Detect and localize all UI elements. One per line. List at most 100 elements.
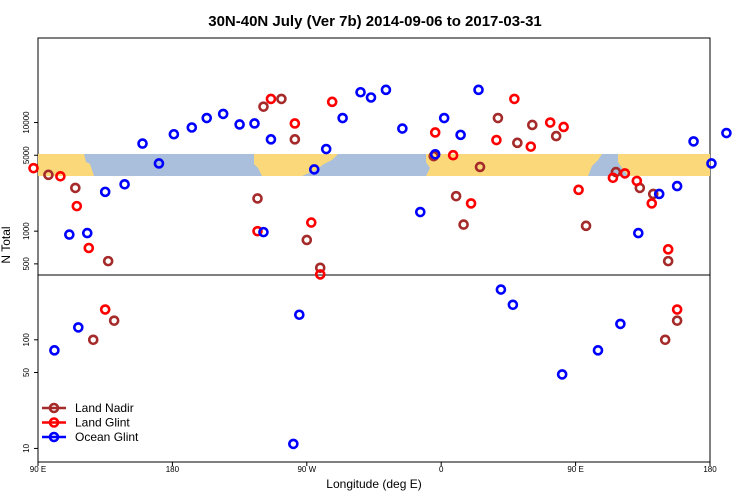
- ocean-glint-point: [249, 118, 260, 129]
- land-glint-point: [509, 93, 520, 105]
- data-points: [28, 84, 732, 450]
- land-glint-point: [646, 198, 658, 209]
- ocean-glint-point: [294, 309, 305, 321]
- land-nadir-point: [526, 119, 538, 131]
- legend-marker-ocean-glint: [48, 431, 60, 443]
- land-glint-point: [314, 269, 326, 280]
- legend-label-land-glint: Land Glint: [75, 416, 130, 430]
- land-nadir-point: [450, 190, 462, 202]
- land-glint-point: [252, 225, 263, 237]
- land-nadir-point: [87, 334, 99, 346]
- y-axis-label: N Total: [0, 226, 13, 263]
- y-axis: 10 50 100 500 1000 5000 10000: [22, 111, 38, 453]
- land-glint-point: [55, 170, 66, 182]
- plot-frame: [37, 37, 711, 463]
- ocean-glint-point: [438, 112, 450, 124]
- land-nadir-point: [43, 169, 54, 181]
- ocean-glint-point: [414, 206, 426, 218]
- land-glint-point: [662, 244, 674, 255]
- legend-marker-land-nadir: [48, 402, 60, 414]
- ocean-glint-point: [380, 84, 392, 96]
- ocean-glint-point: [265, 134, 277, 145]
- ocean-glint-point: [633, 227, 644, 239]
- ocean-glint-point: [429, 148, 441, 160]
- y-tick-label: 5000: [22, 146, 31, 164]
- land-glint-point: [573, 184, 584, 196]
- ocean-band: [38, 154, 710, 176]
- land-nadir-point: [550, 130, 562, 142]
- land-mass-eurasia: [426, 154, 602, 176]
- land-glint-point: [28, 162, 39, 174]
- land-glint-point: [525, 141, 537, 152]
- ocean-glint-point: [688, 136, 699, 147]
- ocean-glint-point: [721, 127, 732, 139]
- ocean-glint-point: [320, 143, 332, 155]
- land-nadir-point: [102, 255, 114, 267]
- ocean-glint-point: [258, 226, 269, 238]
- x-axis-label: Longitude (deg E): [326, 477, 421, 491]
- ocean-glint-point: [137, 138, 148, 149]
- x-tick-label: 0: [439, 465, 444, 474]
- x-tick-label: 90 W: [297, 465, 316, 474]
- ocean-glint-point: [99, 186, 111, 198]
- y-tick-label: 500: [22, 257, 31, 271]
- land-nadir-point: [580, 220, 592, 232]
- land-nadir-point: [647, 188, 659, 200]
- ocean-glint-point: [397, 123, 408, 134]
- ocean-glint-point: [473, 84, 484, 96]
- land-glint-point: [289, 118, 301, 129]
- chart-title: 30N-40N July (Ver 7b) 2014-09-06 to 2017…: [208, 13, 542, 30]
- land-nadir-point: [301, 234, 313, 246]
- world-map-strip: [38, 154, 710, 176]
- ocean-glint-point: [556, 369, 568, 380]
- x-tick-label: 180: [703, 465, 717, 474]
- land-glint-point: [99, 304, 111, 315]
- land-nadir-point: [276, 93, 287, 105]
- ocean-glint-point: [217, 108, 229, 120]
- x-tick-label: 90 E: [30, 465, 46, 474]
- x-tick-label: 180: [166, 465, 180, 474]
- ocean-glint-point: [49, 345, 60, 356]
- ocean-glint-point: [706, 158, 717, 169]
- land-nadir-point: [671, 315, 683, 326]
- x-tick-label: 90 E: [567, 465, 583, 474]
- land-nadir-point: [70, 182, 81, 194]
- land-nadir-point: [512, 137, 523, 149]
- land-nadir-point: [474, 161, 486, 173]
- land-nadir-point: [458, 219, 469, 230]
- land-nadir-point: [258, 101, 269, 112]
- ocean-glint-point: [495, 284, 507, 295]
- ocean-glint-point: [153, 158, 165, 169]
- ocean-glint-point: [201, 112, 213, 124]
- y-tick-label: 10: [22, 443, 31, 452]
- land-glint-point: [83, 242, 95, 254]
- ocean-glint-point: [186, 122, 198, 133]
- ocean-glint-point: [337, 112, 348, 124]
- land-nadir-point: [662, 255, 674, 267]
- ocean-glint-point: [615, 318, 626, 330]
- land-nadir-point: [314, 262, 326, 274]
- land-glint-point: [491, 134, 502, 146]
- land-glint-point: [619, 168, 631, 179]
- land-glint-point: [558, 121, 569, 133]
- y-tick-label: 1000: [22, 222, 31, 240]
- ocean-glint-point: [653, 188, 665, 200]
- ocean-glint-point: [507, 299, 519, 311]
- y-tick-label: 100: [22, 333, 31, 347]
- ocean-glint-point: [455, 129, 466, 141]
- ocean-glint-point: [119, 179, 130, 190]
- legend-label-ocean-glint: Ocean Glint: [75, 430, 139, 444]
- y-tick-label: 10000: [22, 111, 31, 134]
- land-glint-point: [305, 217, 317, 228]
- ocean-glint-point: [365, 92, 377, 103]
- land-glint-point: [265, 93, 277, 105]
- land-glint-point: [607, 172, 619, 184]
- land-mass-north-america: [254, 154, 338, 176]
- land-glint-point: [544, 117, 556, 128]
- ocean-glint-point: [671, 180, 683, 192]
- land-glint-point: [429, 127, 441, 138]
- x-axis: 90 E 180 90 W 0 90 E 180: [30, 462, 717, 474]
- ocean-glint-point: [288, 438, 299, 450]
